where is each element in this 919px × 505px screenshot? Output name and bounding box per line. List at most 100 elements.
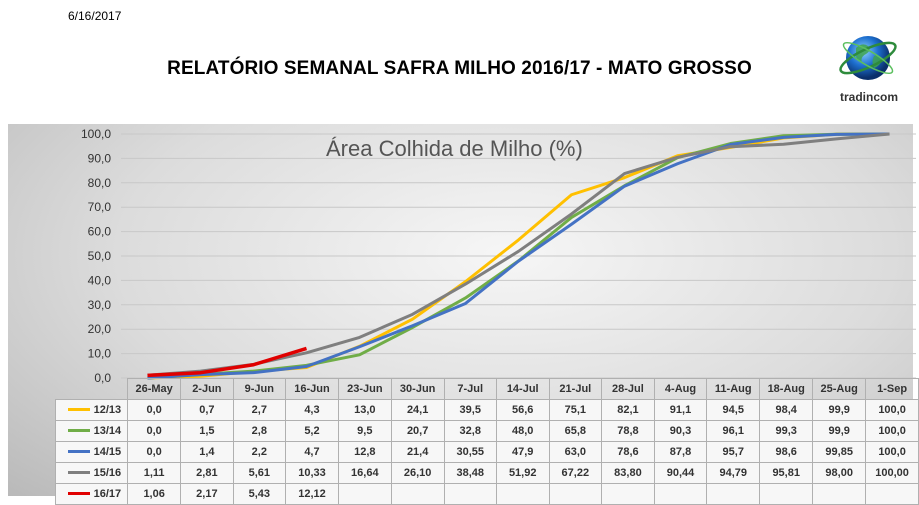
data-label: 2,2 <box>233 442 285 463</box>
data-label <box>444 484 496 505</box>
x-tick-label: 2-Jun <box>181 379 233 400</box>
legend-entry: 14/15 <box>56 442 128 463</box>
x-tick-label: 26-May <box>128 379 181 400</box>
x-tick-label: 28-Jul <box>602 379 655 400</box>
legend-swatch <box>68 492 90 495</box>
data-label: 10,33 <box>286 463 339 484</box>
data-label: 30,55 <box>444 442 496 463</box>
chart-title: Área Colhida de Milho (%) <box>326 136 583 162</box>
legend-entry: 13/14 <box>56 421 128 442</box>
y-tick-label: 30,0 <box>88 298 112 312</box>
data-label: 20,7 <box>391 421 444 442</box>
data-label: 99,85 <box>813 442 866 463</box>
data-label: 12,8 <box>338 442 391 463</box>
data-label: 4,7 <box>286 442 339 463</box>
data-label: 2,17 <box>181 484 233 505</box>
data-label: 1,4 <box>181 442 233 463</box>
data-label: 78,6 <box>602 442 655 463</box>
x-tick-label: 7-Jul <box>444 379 496 400</box>
legend-label: 12/13 <box>94 404 122 416</box>
data-label: 9,5 <box>338 421 391 442</box>
data-label: 24,1 <box>391 400 444 421</box>
y-tick-label: 50,0 <box>88 249 112 263</box>
x-tick-label: 16-Jun <box>286 379 339 400</box>
data-label: 13,0 <box>338 400 391 421</box>
legend-entry: 12/13 <box>56 400 128 421</box>
data-label: 0,7 <box>181 400 233 421</box>
data-label: 2,8 <box>233 421 285 442</box>
data-label: 98,4 <box>760 400 813 421</box>
data-label: 5,43 <box>233 484 285 505</box>
data-label: 16,64 <box>338 463 391 484</box>
data-label: 91,1 <box>654 400 707 421</box>
x-tick-label: 30-Jun <box>391 379 444 400</box>
y-tick-label: 60,0 <box>88 225 112 239</box>
y-tick-label: 20,0 <box>88 322 112 336</box>
data-label: 90,3 <box>654 421 707 442</box>
data-label: 32,8 <box>444 421 496 442</box>
legend-swatch <box>68 429 90 432</box>
data-label: 100,0 <box>866 442 919 463</box>
data-label: 95,81 <box>760 463 813 484</box>
data-label <box>338 484 391 505</box>
x-tick-label: 4-Aug <box>654 379 707 400</box>
y-tick-label: 10,0 <box>88 347 112 361</box>
data-label: 39,5 <box>444 400 496 421</box>
x-tick-label: 9-Jun <box>233 379 285 400</box>
legend-entry: 16/17 <box>56 484 128 505</box>
data-label: 82,1 <box>602 400 655 421</box>
data-label: 75,1 <box>549 400 602 421</box>
data-label <box>866 484 919 505</box>
data-label <box>549 484 602 505</box>
data-label: 67,22 <box>549 463 602 484</box>
data-label: 99,3 <box>760 421 813 442</box>
x-tick-label: 18-Aug <box>760 379 813 400</box>
data-label: 0,0 <box>128 442 181 463</box>
data-label: 98,6 <box>760 442 813 463</box>
data-label: 1,11 <box>128 463 181 484</box>
data-label: 100,0 <box>866 421 919 442</box>
data-label: 100,0 <box>866 400 919 421</box>
data-label: 56,6 <box>496 400 549 421</box>
legend-label: 13/14 <box>94 425 122 437</box>
data-label: 4,3 <box>286 400 339 421</box>
y-tick-label: 80,0 <box>88 176 112 190</box>
data-label: 98,00 <box>813 463 866 484</box>
data-label: 63,0 <box>549 442 602 463</box>
legend-label: 14/15 <box>94 446 122 458</box>
data-label: 83,80 <box>602 463 655 484</box>
data-label: 94,5 <box>707 400 760 421</box>
data-label <box>813 484 866 505</box>
data-label <box>707 484 760 505</box>
data-label: 2,7 <box>233 400 285 421</box>
data-label: 21,4 <box>391 442 444 463</box>
data-label: 94,79 <box>707 463 760 484</box>
data-label: 78,8 <box>602 421 655 442</box>
data-label: 100,00 <box>866 463 919 484</box>
x-tick-label: 21-Jul <box>549 379 602 400</box>
y-tick-label: 70,0 <box>88 200 112 214</box>
data-label <box>760 484 813 505</box>
legend-swatch <box>68 471 90 474</box>
data-label: 87,8 <box>654 442 707 463</box>
data-label: 0,0 <box>128 421 181 442</box>
data-label: 12,12 <box>286 484 339 505</box>
data-label: 99,9 <box>813 400 866 421</box>
x-tick-label: 1-Sep <box>866 379 919 400</box>
y-tick-label: 40,0 <box>88 273 112 287</box>
legend-label: 15/16 <box>94 467 122 479</box>
series-line-15-16 <box>148 134 890 375</box>
data-label: 26,10 <box>391 463 444 484</box>
data-label <box>654 484 707 505</box>
legend-entry: 15/16 <box>56 463 128 484</box>
data-label: 5,2 <box>286 421 339 442</box>
data-label <box>602 484 655 505</box>
data-label: 99,9 <box>813 421 866 442</box>
